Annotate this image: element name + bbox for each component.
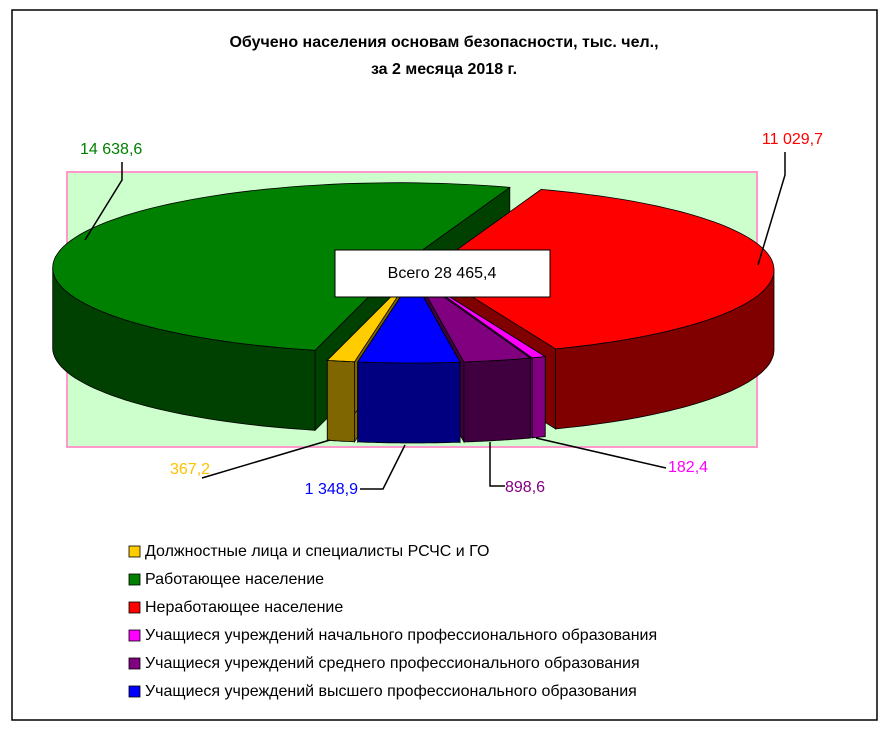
- slice-top: [428, 188, 775, 350]
- slice-wall: [531, 356, 546, 439]
- legend-label: Работающее население: [145, 571, 324, 588]
- leader-line: [84, 162, 123, 241]
- data-label: 898,6: [505, 479, 545, 496]
- legend-swatch: [128, 657, 141, 670]
- chart-title: Обучено населения основам безопасности, …: [229, 34, 658, 51]
- legend-swatch: [128, 685, 141, 698]
- data-label: 11 029,7: [762, 131, 823, 148]
- slice-wall: [357, 361, 461, 444]
- legend-label: Учащиеся учреждений высшего профессионал…: [145, 683, 637, 700]
- leader-line: [201, 439, 331, 479]
- total-box: [334, 249, 551, 298]
- slice-wall: [326, 360, 355, 443]
- legend-swatch: [128, 545, 141, 558]
- legend-label: Должностные лица и специалисты РСЧС и ГО: [145, 543, 489, 560]
- legend-label: Учащиеся учреждений среднего профессиона…: [145, 655, 640, 672]
- slice-top: [418, 277, 547, 359]
- legend-label: Неработающее население: [145, 599, 343, 616]
- total-label: Всего 28 465,4: [388, 265, 497, 282]
- slice-top: [326, 277, 411, 363]
- slice-wall: [463, 357, 531, 443]
- pie: [52, 182, 775, 444]
- slice-top: [52, 182, 511, 351]
- data-label: 14 638,6: [80, 141, 142, 158]
- data-label: 1 348,9: [305, 481, 358, 498]
- legend-swatch: [128, 601, 141, 614]
- data-label: 367,2: [170, 461, 210, 478]
- slice-top: [356, 277, 461, 364]
- leader-line: [360, 444, 406, 490]
- leader-line: [489, 442, 505, 487]
- chart-title: за 2 месяца 2018 г.: [371, 61, 517, 78]
- slice-top: [416, 277, 532, 363]
- leader-line: [535, 437, 667, 469]
- leader-line: [757, 152, 786, 266]
- legend-swatch: [128, 573, 141, 586]
- legend-swatch: [128, 629, 141, 642]
- legend-label: Учащиеся учреждений начального профессио…: [145, 627, 657, 644]
- data-label: 182,4: [668, 459, 708, 476]
